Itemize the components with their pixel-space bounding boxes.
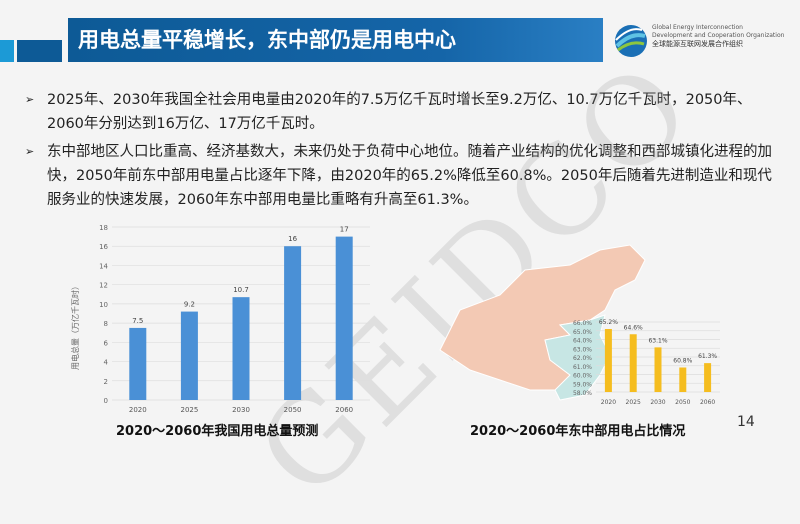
x-tick-label: 2030 <box>232 406 250 414</box>
bullet-text: 2025年、2030年我国全社会用电量由2020年的7.5万亿千瓦时增长至9.2… <box>47 92 752 132</box>
data-label: 10.7 <box>233 286 249 294</box>
bar <box>129 327 147 400</box>
bar <box>679 367 687 392</box>
y-tick-label: 10 <box>99 301 108 309</box>
data-label: 60.8% <box>673 358 692 365</box>
page-number: 14 <box>737 414 755 430</box>
x-tick-label: 2030 <box>650 399 665 406</box>
data-label: 65.2% <box>599 319 618 326</box>
y-tick-label: 65.0% <box>573 329 592 336</box>
y-tick-label: 14 <box>99 262 108 270</box>
x-tick-label: 2060 <box>335 406 353 414</box>
bar <box>604 329 612 392</box>
east-central-share-chart: 66.0% 65.0% 64.0%63.0% 62.0% 61.0% 60.0%59.0%… <box>573 319 720 406</box>
chart2-caption: 2020～2060年东中部用电占比情况 <box>470 424 686 439</box>
y-tick-label: 8 <box>104 320 108 328</box>
geidco-logo-icon <box>615 25 647 57</box>
y-tick-label: 12 <box>99 282 108 290</box>
data-label: 17 <box>340 226 349 234</box>
x-tick-label: 2050 <box>284 406 302 414</box>
bar <box>180 311 198 400</box>
y-tick-label: 2 <box>104 378 108 386</box>
bullet-item: ➢ 2025年、2030年我国全社会用电量由2020年的7.5万亿千瓦时增长至9.… <box>25 88 785 136</box>
china-map <box>439 244 646 401</box>
y-tick-label: 16 <box>99 243 108 251</box>
bar <box>335 236 353 400</box>
decor-block-dark <box>17 40 62 62</box>
y-tick-label: 4 <box>104 359 109 367</box>
bullet-arrow-icon: ➢ <box>25 93 35 106</box>
y-tick-label: 62.0% <box>573 355 592 362</box>
y-tick-label: 64.0% <box>573 338 592 345</box>
y-tick-label: 60.0% <box>573 373 592 380</box>
data-label: 7.5 <box>132 317 143 325</box>
chart1-caption: 2020～2060年我国用电总量预测 <box>116 424 319 439</box>
y-tick-label: 59.0% <box>573 381 592 388</box>
y-tick-label: 0 <box>104 397 108 405</box>
logo-en-line1: Global Energy Interconnection <box>652 24 743 31</box>
bullet-item: ➢ 东中部地区人口比重高、经济基数大，未来仍处于负荷中心地位。随着产业结构的优化调… <box>25 140 785 212</box>
bullet-arrow-icon: ➢ <box>25 145 35 158</box>
bar <box>704 363 712 392</box>
x-tick-label: 2020 <box>129 406 147 414</box>
x-tick-label: 2025 <box>180 406 198 414</box>
bar <box>232 297 250 400</box>
data-label: 63.1% <box>648 337 667 344</box>
x-tick-label: 2050 <box>675 399 690 406</box>
chart1-ylabel: 用电总量（万亿千瓦时） <box>71 282 80 370</box>
y-tick-label: 58.0% <box>573 390 592 397</box>
bar <box>654 347 662 392</box>
y-tick-label: 18 <box>99 224 108 232</box>
bar <box>629 334 637 392</box>
y-tick-label: 66.0% <box>573 320 592 327</box>
logo-en-line2: Development and Cooperation Organization <box>652 32 785 39</box>
x-tick-label: 2025 <box>626 399 641 406</box>
y-tick-label: 63.0% <box>573 346 592 353</box>
page-title: 用电总量平稳增长，东中部仍是用电中心 <box>68 18 603 62</box>
y-tick-label: 6 <box>104 339 109 347</box>
data-label: 61.3% <box>698 353 717 360</box>
x-tick-label: 2020 <box>601 399 616 406</box>
x-tick-label: 2060 <box>700 399 715 406</box>
data-label: 64.6% <box>624 324 643 331</box>
decor-block-light <box>0 40 14 62</box>
bar <box>284 246 302 400</box>
logo-cn: 全球能源互联网发展合作组织 <box>652 40 743 48</box>
data-label: 16 <box>288 235 297 243</box>
logo-text: Global Energy Interconnection Developmen… <box>652 24 784 48</box>
total-consumption-chart: 0 2 4 6 8 10 12 14 16 18 7.5 2020 9.2 2025 10.7 2030 16 2… <box>99 224 370 414</box>
y-tick-label: 61.0% <box>573 364 592 371</box>
bullet-text: 东中部地区人口比重高、经济基数大，未来仍处于负荷中心地位。随着产业结构的优化调整… <box>47 144 772 208</box>
data-label: 9.2 <box>184 301 195 309</box>
